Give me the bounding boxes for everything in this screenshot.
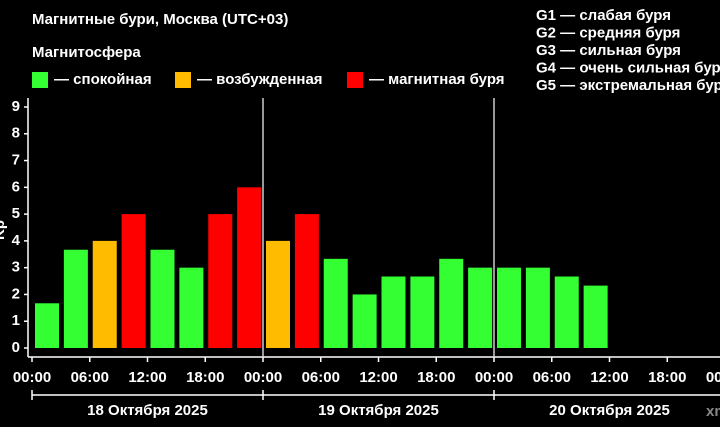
bar [525, 267, 550, 348]
y-tick-label: 3 [12, 259, 20, 276]
bar [179, 267, 204, 348]
legend-label: — магнитная буря [369, 71, 505, 88]
bar [497, 267, 521, 348]
chart-subtitle: Магнитосфера [32, 44, 141, 61]
bar [583, 285, 608, 348]
g-scale-item: G4 — очень сильная буря [536, 59, 720, 76]
x-tick-label: 00:00 [475, 369, 513, 386]
g-scale-item: G5 — экстремальная буря [536, 77, 720, 94]
bar [468, 267, 493, 348]
bar [121, 214, 146, 348]
y-tick-label: 1 [12, 312, 20, 329]
day-label: 19 Октября 2025 [318, 402, 439, 419]
y-tick-label: 6 [12, 178, 20, 195]
bar [439, 258, 464, 348]
x-tick-label: 12:00 [128, 369, 166, 386]
x-tick-label: 18:00 [186, 369, 224, 386]
bar [381, 276, 406, 348]
g-scale-item: G1 — слабая буря [536, 7, 671, 24]
bar [208, 214, 233, 348]
x-tick-label: 18:00 [648, 369, 686, 386]
g-scale-item: G3 — сильная буря [536, 42, 681, 59]
bar [410, 276, 435, 348]
y-tick-label: 9 [12, 98, 20, 115]
legend-swatch [32, 72, 48, 88]
bar [352, 294, 377, 348]
watermark: xm [706, 403, 720, 420]
bar [323, 258, 348, 348]
g-scale-item: G2 — средняя буря [536, 24, 680, 41]
bar [35, 303, 59, 348]
y-tick-label: 0 [12, 339, 20, 356]
bar [150, 249, 175, 348]
bar [237, 187, 262, 348]
x-tick-label: 06:00 [302, 369, 340, 386]
bar [92, 240, 117, 348]
x-tick-label: 06:00 [71, 369, 109, 386]
x-tick-label: 12:00 [590, 369, 628, 386]
y-tick-label: 5 [12, 205, 20, 222]
y-tick-label: 8 [12, 125, 20, 142]
bar [554, 276, 579, 348]
y-tick-label: 7 [12, 152, 20, 169]
legend-label: — возбужденная [197, 71, 323, 88]
chart-title: Магнитные бури, Москва (UTC+03) [32, 11, 288, 28]
bar [63, 249, 88, 348]
y-tick-label: 4 [12, 232, 21, 249]
day-label: 18 Октября 2025 [87, 402, 208, 419]
legend-label: — спокойная [54, 71, 152, 88]
x-tick-label: 12:00 [359, 369, 397, 386]
y-tick-label: 2 [12, 285, 20, 302]
legend-swatch [347, 72, 363, 88]
legend-swatch [175, 72, 191, 88]
bar [266, 240, 290, 348]
bar [294, 214, 319, 348]
x-tick-label: 00:00 [13, 369, 51, 386]
x-tick-label: 18:00 [417, 369, 455, 386]
x-tick-label: 00:00 [706, 369, 720, 386]
x-tick-label: 06:00 [533, 369, 571, 386]
y-axis-label: Kp [0, 220, 8, 240]
day-label: 20 Октября 2025 [549, 402, 670, 419]
x-tick-label: 00:00 [244, 369, 282, 386]
